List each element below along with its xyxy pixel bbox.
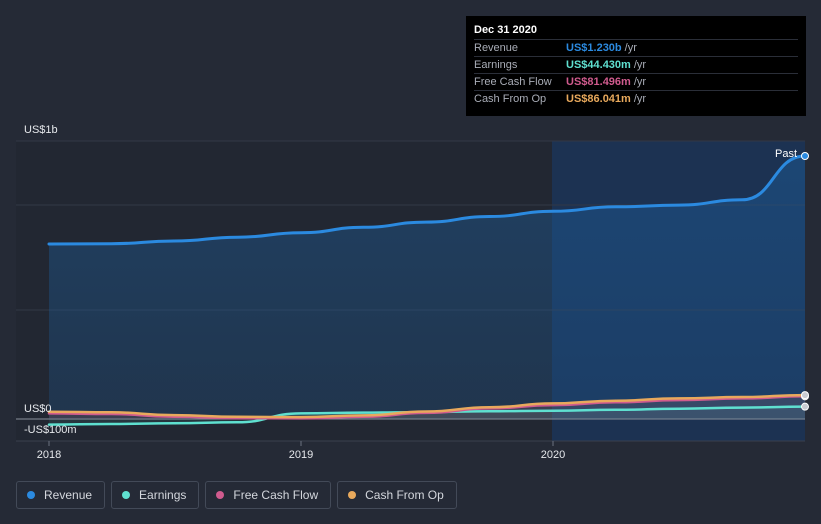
tooltip-row-cash-from-op: Cash From Op US$86.041m /yr	[474, 90, 798, 107]
legend-label: Free Cash Flow	[233, 488, 319, 502]
y-tick-label: US$0	[24, 403, 52, 415]
earnings-end-marker	[801, 402, 809, 411]
tooltip-label: Free Cash Flow	[474, 76, 552, 88]
legend-label: Revenue	[44, 488, 93, 502]
data-tooltip: Dec 31 2020 Revenue US$1.230b /yr Earnin…	[466, 16, 806, 116]
cash-from-op-end-marker	[801, 391, 809, 400]
chart-legend: Revenue Earnings Free Cash Flow Cash Fro…	[16, 481, 463, 509]
tooltip-unit: /yr	[633, 76, 647, 88]
tooltip-value: US$1.230b	[566, 42, 622, 54]
legend-dot-icon	[27, 491, 35, 499]
revenue-area	[49, 156, 805, 419]
tooltip-date: Dec 31 2020	[474, 24, 537, 36]
legend-toggle-revenue[interactable]: Revenue	[16, 481, 106, 509]
revenue-end-marker	[801, 152, 809, 160]
legend-dot-icon	[348, 491, 357, 499]
tooltip-row-revenue: Revenue US$1.230b /yr	[474, 39, 798, 56]
free-cash-flow-line	[47, 395, 807, 420]
tooltip-label: Revenue	[474, 42, 519, 54]
legend-toggle-earnings[interactable]: Earnings	[111, 481, 200, 509]
tooltip-unit: /yr	[633, 93, 647, 105]
tooltip-value: US$81.496m	[566, 76, 631, 88]
y-tick-label: US$1b	[24, 124, 58, 136]
x-tick-label: 2019	[289, 449, 313, 461]
legend-toggle-cash-from-op[interactable]: Cash From Op	[337, 481, 457, 509]
legend-label: Earnings	[139, 488, 187, 502]
tooltip-row-free-cash-flow: Free Cash Flow US$81.496m /yr	[474, 73, 798, 90]
cash-from-op-line	[47, 393, 807, 419]
y-tick-label: -US$100m	[24, 424, 77, 436]
x-tick-label: 2018	[37, 449, 61, 461]
chart-area: US$1b US$0 -US$100m 2018 2019 2020 Past	[16, 124, 809, 461]
legend-toggle-free-cash-flow[interactable]: Free Cash Flow	[205, 481, 332, 509]
legend-label: Cash From Op	[365, 488, 444, 502]
revenue-line	[47, 154, 807, 246]
x-tick-label: 2020	[541, 449, 565, 461]
tooltip-value: US$86.041m	[566, 93, 631, 105]
tooltip-unit: /yr	[633, 59, 647, 71]
earnings-area	[49, 406, 805, 425]
legend-dot-icon	[122, 491, 131, 499]
tooltip-row-earnings: Earnings US$44.430m /yr	[474, 56, 798, 73]
free-cash-flow-area	[49, 396, 805, 419]
past-label: Past	[775, 148, 797, 160]
tooltip-unit: /yr	[624, 42, 637, 54]
legend-dot-icon	[216, 491, 225, 499]
tooltip-value: US$44.430m	[566, 59, 631, 71]
tooltip-label: Cash From Op	[474, 93, 547, 105]
tooltip-label: Earnings	[474, 59, 518, 71]
